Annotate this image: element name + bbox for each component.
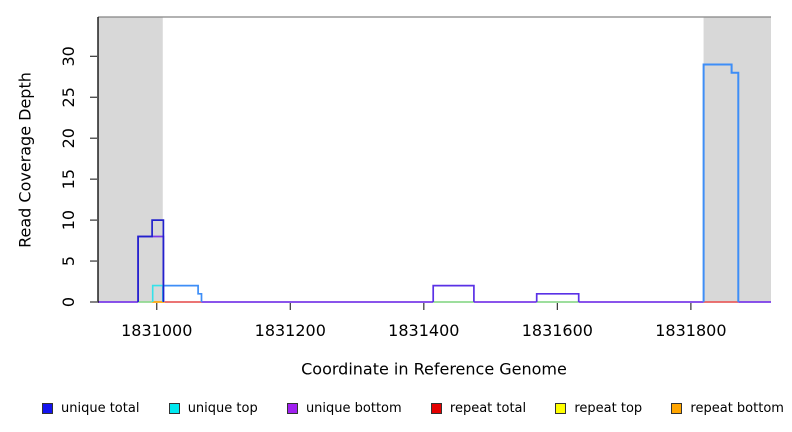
left-repeat-band — [98, 17, 163, 302]
y-tick-label: 10 — [59, 210, 78, 230]
y-axis-label: Read Coverage Depth — [15, 72, 35, 248]
series-unique-total-left — [137, 219, 165, 302]
legend: unique total unique top unique bottom repea… — [42, 397, 784, 419]
x-tick-label: 1831400 — [388, 321, 459, 340]
legend-label: repeat total — [449, 400, 527, 416]
legend-item-unique-top: unique top — [168, 400, 258, 416]
y-tick-label: 30 — [59, 46, 78, 66]
legend-swatch-repeat-total — [430, 402, 442, 414]
legend-item-repeat-total: repeat total — [430, 400, 527, 416]
legend-swatch-unique-top — [168, 402, 180, 414]
legend-swatch-unique-bottom — [286, 402, 298, 414]
y-tick-label: 5 — [59, 256, 78, 266]
coverage-chart: 1831000 1831200 1831400 1831600 1831800 0 5 10 1… — [59, 16, 771, 340]
right-repeat-band — [703, 17, 771, 302]
series-unique-bottom-mid-box-1 — [432, 284, 475, 302]
y-tick-label: 25 — [59, 87, 78, 107]
series-unique-bottom-mid-box-2 — [535, 292, 580, 302]
legend-label: unique bottom — [305, 400, 402, 416]
x-tick-label: 1831200 — [255, 321, 326, 340]
x-axis-label: Coordinate in Reference Genome — [301, 359, 567, 379]
legend-label: repeat top — [574, 400, 643, 416]
legend-label: unique total — [61, 400, 140, 416]
y-tick-label: 0 — [59, 297, 78, 307]
legend-item-repeat-top: repeat top — [555, 401, 642, 416]
legend-label: unique top — [187, 400, 258, 416]
y-tick-label: 20 — [59, 128, 78, 148]
x-tick-label: 1831600 — [522, 321, 593, 340]
legend-swatch-unique-total — [42, 402, 53, 414]
series-coverage-step-left — [162, 284, 203, 302]
x-tick-label: 1831000 — [121, 321, 192, 340]
series-coverage-tall-right — [702, 63, 740, 302]
legend-item-unique-total: unique total — [42, 401, 139, 416]
y-tick-label: 15 — [59, 169, 78, 189]
x-tick-label: 1831800 — [655, 321, 726, 340]
legend-swatch-repeat-bottom — [671, 402, 683, 414]
legend-item-repeat-bottom: repeat bottom — [671, 401, 784, 416]
legend-label: repeat bottom — [690, 400, 784, 416]
legend-item-unique-bottom: unique bottom — [286, 400, 402, 416]
legend-swatch-repeat-top — [555, 402, 567, 414]
